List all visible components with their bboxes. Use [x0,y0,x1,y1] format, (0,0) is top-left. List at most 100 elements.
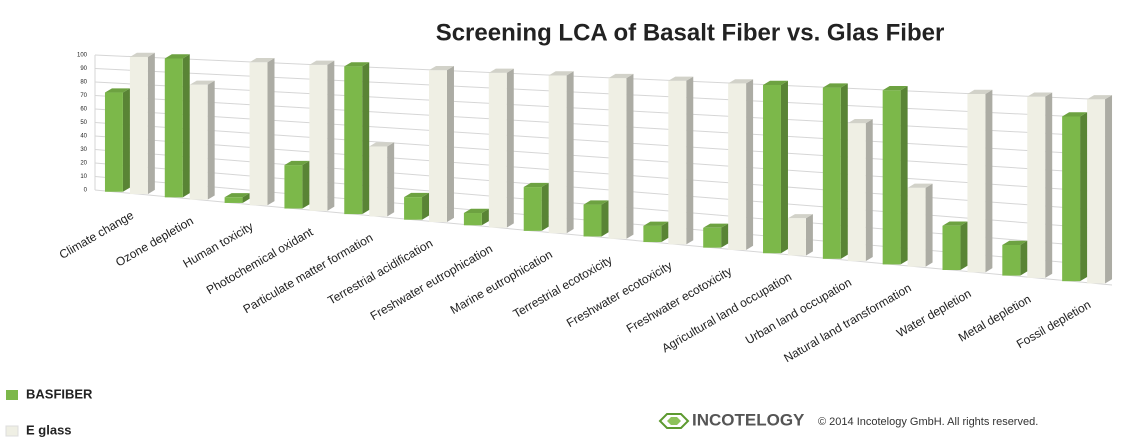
bar [429,70,447,223]
bar-group [548,71,574,234]
bar-group [284,160,310,209]
bar-top [668,76,694,81]
bar-top [488,68,514,73]
bar-side [1020,240,1028,276]
bar [763,84,781,254]
copyright: © 2014 Incotelogy GmbH. All rights reser… [818,416,1038,428]
bar-side [985,89,993,273]
bar [847,123,866,262]
bar [1027,96,1046,278]
bar-group [703,223,729,248]
bar-top [189,80,215,85]
bar [104,92,123,192]
bar [787,218,806,256]
bar [224,197,243,203]
bar-top [942,221,968,226]
bar-side [626,73,634,239]
bar-top [822,83,848,88]
y-tick-label: 10 [80,174,87,180]
bar-group [967,89,993,273]
bar-side [122,88,130,192]
bar-side [267,58,275,206]
bar [548,75,567,234]
bar-top [882,86,908,91]
y-tick-label: 30 [80,147,87,153]
bar [668,80,687,245]
bar-side [865,118,873,262]
y-tick-label: 60 [80,107,87,113]
bar-group [309,60,335,211]
y-tick-label: 40 [80,134,87,140]
bar-side [721,223,729,248]
y-tick-label: 20 [80,161,87,167]
bar-side [601,200,609,237]
bar-side [686,76,694,245]
bar-top [1002,240,1028,245]
bar-side [900,86,908,265]
bar [463,213,482,226]
bar-group [1062,112,1088,282]
bar-side [780,80,788,254]
bar-group [763,80,788,254]
bar-side [207,80,215,200]
bar-group [189,80,215,200]
bar-group [942,221,968,271]
bar-side [960,221,968,271]
bar-group [344,62,370,215]
bar [249,62,268,206]
bar-side [1045,92,1053,278]
bar-group [249,58,275,206]
y-tick-label: 90 [80,66,87,72]
bar-top [284,160,310,166]
bar-group [882,86,908,265]
grid-line [94,108,1113,175]
bar [1087,99,1106,284]
bar [369,146,388,217]
y-tick-label: 70 [80,93,87,99]
bar [822,87,841,259]
bar-top [104,88,130,93]
bar-group [608,73,634,239]
bar-side [925,183,933,267]
bar-side [147,52,155,195]
bar-group [523,182,549,231]
bar [1002,244,1021,276]
bar-top [309,60,335,65]
bar-group [224,193,250,203]
bar [523,187,542,231]
bar-top [847,118,873,124]
legend-swatch [6,390,18,400]
bar-top [548,71,574,76]
bar-side [242,193,250,203]
bar [344,66,363,215]
bar-side [422,192,430,220]
y-tick-label: 100 [77,53,88,59]
bar-group [429,65,454,223]
grid-line [94,81,1113,138]
legend-label: E glass [26,422,72,437]
bar-side [840,83,848,259]
bar-top [1027,92,1053,97]
bar-side [746,79,754,250]
bar-group [463,208,489,226]
bar-group [1087,95,1113,284]
bar-group [1027,92,1053,278]
bar [942,225,961,271]
x-tick-label: Freshwater eutrophication [368,242,495,323]
bar-group [668,76,694,245]
bar [129,56,148,195]
bar-top [523,182,549,188]
bar-group [1002,240,1028,276]
bar [728,83,747,250]
bar-top [129,52,155,57]
bar-top [249,58,275,63]
legend-swatch [5,425,19,437]
bar [404,197,423,220]
bar-side [506,68,514,228]
bar [608,78,627,239]
y-tick-label: 0 [84,188,88,194]
bar [189,84,208,200]
bar-side [481,208,489,226]
x-tick-label: Natural land transformation [781,281,913,365]
